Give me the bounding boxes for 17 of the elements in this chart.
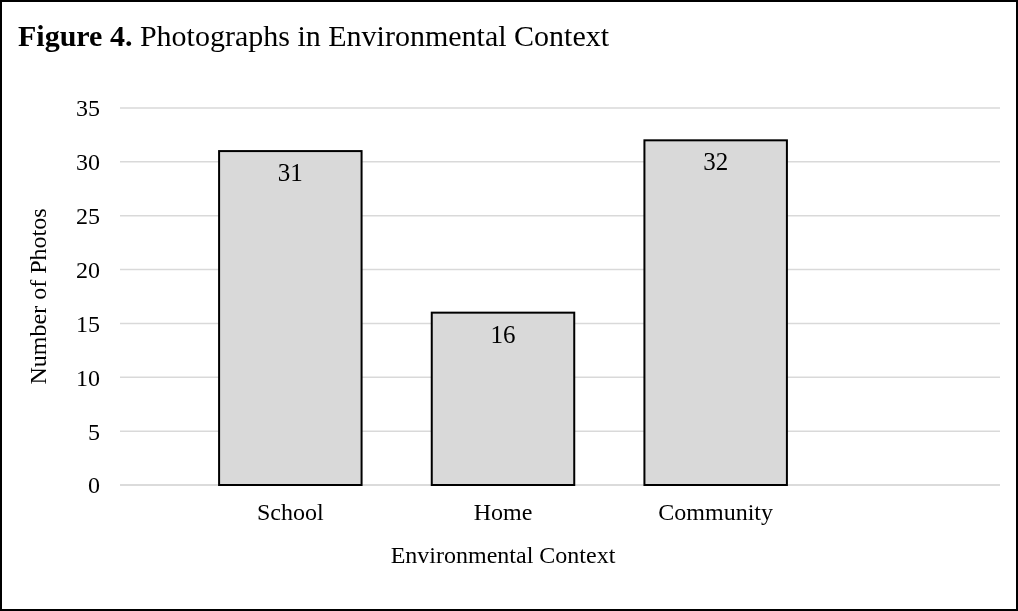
chart-title: Figure 4. Photographs in Environmental Context [18, 19, 610, 52]
y-tick-label: 0 [88, 472, 100, 499]
x-tick-label: Community [658, 499, 774, 525]
y-tick-label: 5 [88, 418, 100, 445]
x-axis-title: Environmental Context [390, 542, 616, 568]
y-tick-label: 10 [76, 364, 100, 391]
y-tick-label: 30 [76, 149, 100, 176]
data-label: 31 [277, 159, 303, 187]
y-tick-label: 15 [76, 310, 100, 337]
y-tick-label: 25 [76, 203, 100, 230]
x-tick-label: School [257, 499, 324, 525]
data-label: 16 [490, 320, 516, 348]
y-axis-title: Number of Photos [25, 208, 51, 385]
data-label: 32 [703, 148, 729, 176]
y-tick-label: 20 [76, 256, 100, 283]
x-tick-label: Home [473, 499, 533, 525]
y-tick-label: 35 [76, 95, 100, 122]
